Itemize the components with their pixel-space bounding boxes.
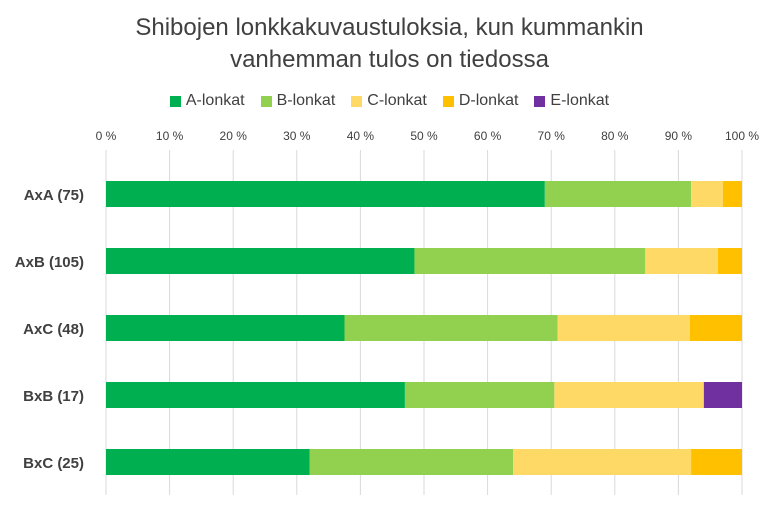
bar-segment — [554, 382, 704, 408]
legend-label: C-lonkat — [367, 92, 427, 109]
legend-label: A-lonkat — [185, 92, 245, 109]
legend-label: D-lonkat — [458, 92, 519, 109]
legend-swatch — [534, 95, 546, 107]
bar-segment — [106, 449, 310, 475]
legend-swatch — [169, 95, 181, 107]
category-label: BxB (17) — [23, 388, 84, 405]
x-tick-label: 20 % — [220, 129, 248, 143]
bar-segment — [645, 248, 718, 274]
bar-segment — [513, 449, 692, 475]
chart-legend: A-lonkat B-lonkat C-lonkat D-lonkat E-lonkat — [0, 92, 779, 110]
bar-segment — [106, 181, 545, 207]
bar-segment — [689, 315, 742, 341]
x-tick-label: 80 % — [601, 129, 629, 143]
bar-segment — [717, 248, 742, 274]
legend-item: A-lonkat — [169, 92, 245, 110]
legend-label: B-lonkat — [276, 92, 336, 109]
x-tick-label: 70 % — [538, 129, 566, 143]
bar-segment — [404, 382, 555, 408]
chart-title: Shibojen lonkkakuvaustuloksia, kun kumma… — [0, 12, 779, 76]
x-tick-label: 100 % — [725, 129, 759, 143]
bar-segment — [544, 181, 692, 207]
legend-swatch — [260, 95, 272, 107]
chart-title-line-2: vanhemman tulos on tiedossa — [230, 46, 549, 73]
category-label: AxC (48) — [23, 321, 84, 338]
chart-title-line-1: Shibojen lonkkakuvaustuloksia, kun kumma… — [135, 14, 644, 41]
category-label: AxA (75) — [24, 187, 84, 204]
bar-segment — [344, 315, 558, 341]
legend-label: E-lonkat — [550, 92, 610, 109]
x-tick-label: 30 % — [283, 129, 311, 143]
bar-segment — [106, 248, 415, 274]
legend-item: E-lonkat — [534, 92, 609, 110]
x-tick-label: 0 % — [96, 129, 117, 143]
x-tick-label: 60 % — [474, 129, 502, 143]
bar-segment — [309, 449, 514, 475]
legend-item: D-lonkat — [442, 92, 519, 110]
x-tick-label: 10 % — [156, 129, 184, 143]
legend-item: C-lonkat — [351, 92, 427, 110]
legend-swatch — [351, 95, 363, 107]
x-tick-label: 40 % — [347, 129, 375, 143]
bar-segment — [106, 382, 405, 408]
bar-segment — [722, 181, 742, 207]
legend-swatch — [442, 95, 454, 107]
bar-segment — [414, 248, 646, 274]
bar-segment — [557, 315, 690, 341]
x-tick-label: 50 % — [410, 129, 438, 143]
x-tick-label: 90 % — [665, 129, 693, 143]
legend-item: B-lonkat — [260, 92, 336, 110]
bar-segment — [691, 449, 742, 475]
bar-segment — [106, 315, 345, 341]
bar-segment — [703, 382, 742, 408]
category-label: AxB (105) — [15, 254, 84, 271]
bar-segment — [691, 181, 723, 207]
category-label: BxC (25) — [23, 455, 84, 472]
